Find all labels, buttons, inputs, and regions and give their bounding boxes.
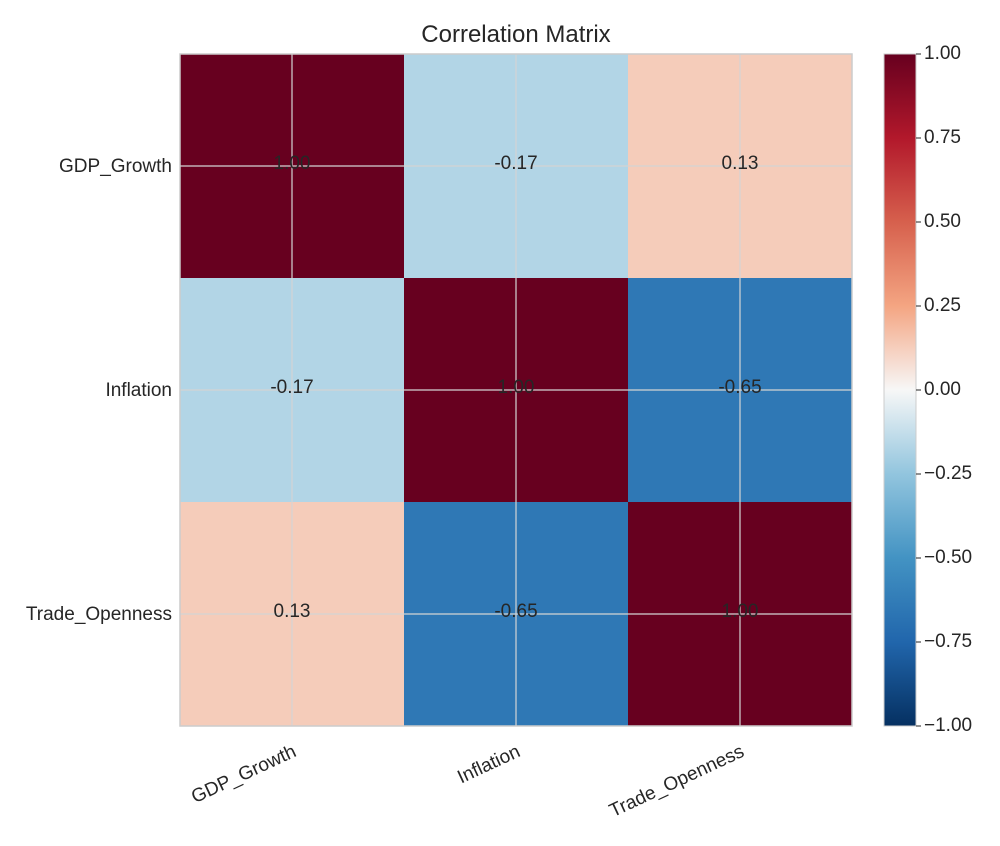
heatmap-cell-label: 0.13 xyxy=(274,601,311,622)
heatmap-cell-label: 1.00 xyxy=(498,377,535,398)
colorbar-tick-label: −0.25 xyxy=(924,463,972,484)
x-tick-label: GDP_Growth xyxy=(188,741,299,808)
heatmap-frame xyxy=(179,53,853,727)
colorbar-tick-label: 0.75 xyxy=(924,127,961,148)
heatmap-cell-label: -0.65 xyxy=(718,377,761,398)
heatmap-cell-label: -0.65 xyxy=(494,601,537,622)
y-tick-label: Inflation xyxy=(105,380,172,401)
x-tick-label: Trade_Openness xyxy=(606,741,747,822)
y-tick-label: Trade_Openness xyxy=(26,604,172,625)
colorbar-tick-label: −0.50 xyxy=(924,547,972,568)
heatmap-cell-labels: 1.00 -0.17 0.13 -0.17 1.00 -0.65 0.13 -0.65 1.00 xyxy=(270,153,761,622)
colorbar-tick-label: −1.00 xyxy=(924,715,972,736)
colorbar-tick-label: 0.00 xyxy=(924,379,961,400)
colorbar-tick-label: 0.50 xyxy=(924,211,961,232)
heatmap-cell-label: -0.17 xyxy=(270,377,313,398)
colorbar-tick-labels: 1.00 0.75 0.50 0.25 0.00 −0.25 −0.50 −0.75 −1.00 xyxy=(916,43,972,736)
colorbar-tick-label: 1.00 xyxy=(924,43,961,64)
colorbar-tick-label: −0.75 xyxy=(924,631,972,652)
heatmap-gridlines xyxy=(180,54,852,726)
y-axis-tick-labels: GDP_Growth Inflation Trade_Openness xyxy=(26,156,172,625)
colorbar-tick-label: 0.25 xyxy=(924,295,961,316)
heatmap-cell-label: 1.00 xyxy=(274,153,311,174)
colorbar xyxy=(883,53,917,727)
heatmap-cell-label: 1.00 xyxy=(722,601,759,622)
x-tick-label: Inflation xyxy=(454,741,523,788)
heatmap-cell-label: 0.13 xyxy=(722,153,759,174)
heatmap-cell-label: -0.17 xyxy=(494,153,537,174)
chart-title: Correlation Matrix xyxy=(421,21,610,48)
y-tick-label: GDP_Growth xyxy=(59,156,172,177)
x-axis-tick-labels: GDP_Growth Inflation Trade_Openness xyxy=(188,741,747,822)
